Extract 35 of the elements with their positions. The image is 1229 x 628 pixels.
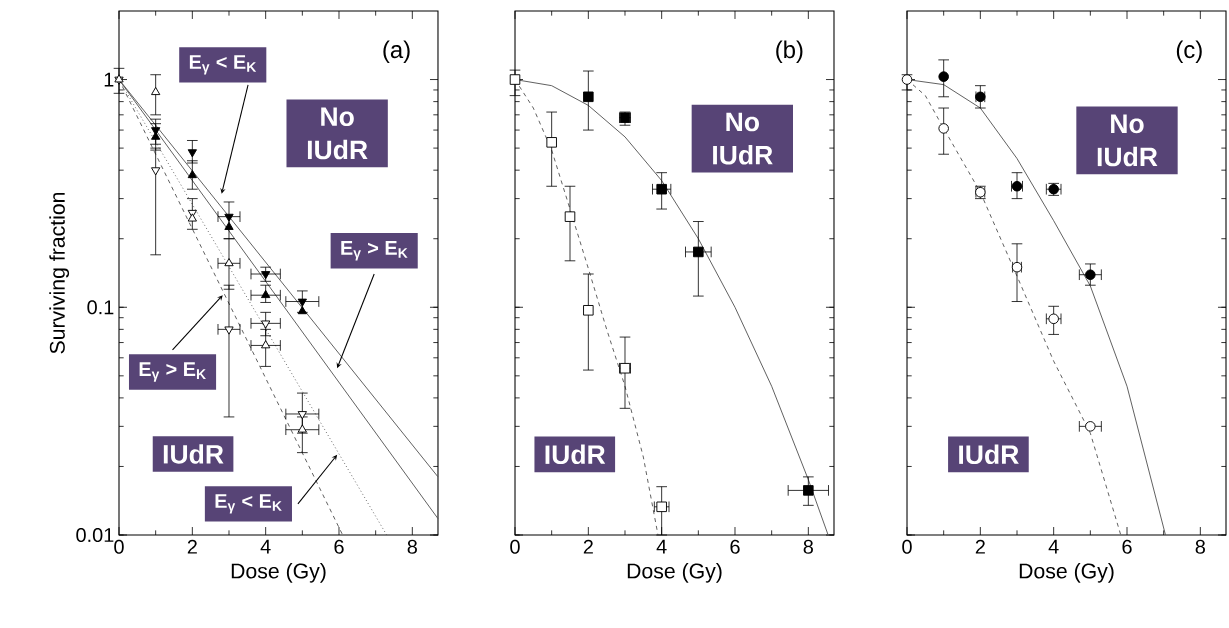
annotation: No IUdR bbox=[1097, 114, 1158, 167]
x-axis-title: Dose (Gy) bbox=[627, 562, 722, 583]
text: (b) bbox=[776, 40, 803, 63]
annotation: No IUdR bbox=[713, 112, 773, 165]
annotation: E$_{γ}$ > E$_{K}$ bbox=[341, 241, 408, 261]
x-axis-title: Dose (Gy) bbox=[231, 562, 326, 583]
x-tick-label: 0 bbox=[114, 539, 124, 554]
x-tick-label: 6 bbox=[334, 539, 344, 554]
x-tick-label: 4 bbox=[260, 539, 271, 554]
x-tick-label: 0 bbox=[510, 539, 520, 554]
y-tick-label: 1 bbox=[104, 72, 114, 87]
text: (a) bbox=[383, 40, 410, 63]
x-tick-label: 4 bbox=[1048, 539, 1059, 554]
x-tick-label: 0 bbox=[902, 539, 912, 554]
x-tick-label: 2 bbox=[187, 539, 197, 554]
y-tick-label: 0.1 bbox=[87, 300, 114, 315]
x-tick-label: 4 bbox=[656, 539, 667, 554]
annotation: E$_{γ}$ < E$_{K}$ bbox=[215, 494, 282, 514]
annotation: E$_{γ}$ > E$_{K}$ bbox=[139, 362, 206, 382]
x-tick-label: 8 bbox=[1195, 539, 1205, 554]
y-axis-title: Surviving fraction bbox=[49, 192, 70, 354]
x-tick-label: 8 bbox=[407, 539, 417, 554]
x-tick-label: 6 bbox=[1122, 539, 1132, 554]
x-tick-label: 2 bbox=[583, 539, 593, 554]
annotation: No IUdR bbox=[307, 107, 368, 160]
annotation: E$_{γ}$ < E$_{K}$ bbox=[189, 55, 257, 75]
x-tick-label: 8 bbox=[803, 539, 813, 554]
annotation: IUdR bbox=[959, 444, 1019, 465]
annotation: IUdR bbox=[545, 444, 606, 465]
y-tick-label: 0.01 bbox=[76, 527, 114, 543]
x-tick-label: 2 bbox=[975, 539, 985, 554]
text: (c) bbox=[1176, 40, 1202, 63]
annotation: IUdR bbox=[163, 444, 224, 464]
x-axis-title: Dose (Gy) bbox=[1019, 562, 1114, 583]
x-tick-label: 6 bbox=[730, 539, 740, 554]
